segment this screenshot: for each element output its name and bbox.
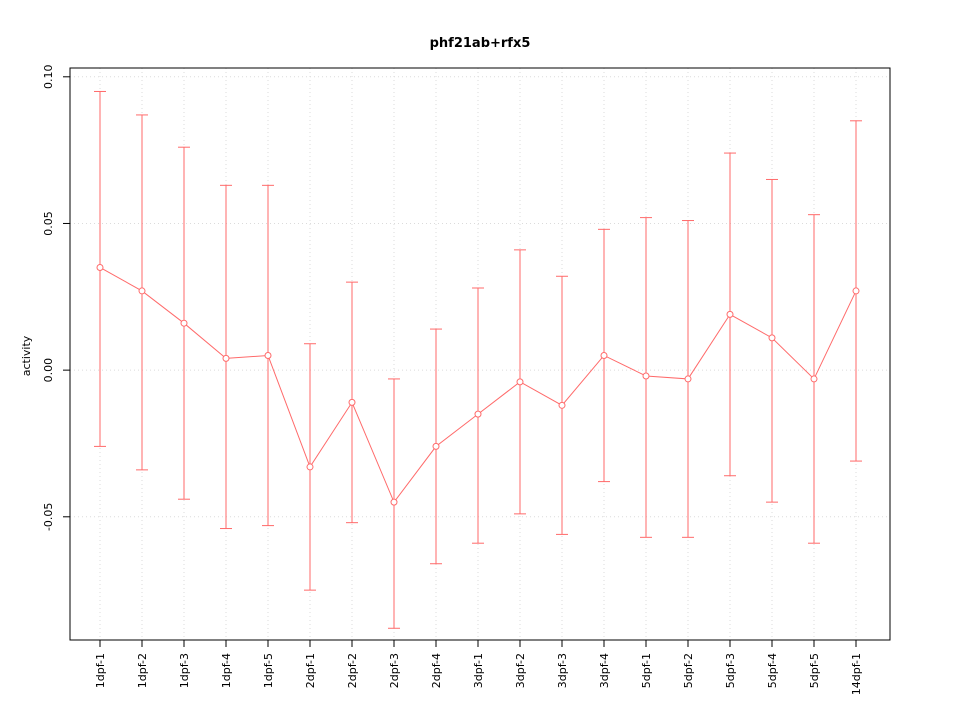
svg-text:5dpf-4: 5dpf-4	[766, 653, 779, 688]
svg-text:3dpf-2: 3dpf-2	[514, 653, 527, 688]
svg-text:-0.05: -0.05	[42, 503, 55, 531]
svg-text:1dpf-5: 1dpf-5	[262, 653, 275, 688]
svg-text:2dpf-1: 2dpf-1	[304, 653, 317, 688]
svg-text:1dpf-2: 1dpf-2	[136, 653, 149, 688]
svg-text:0.10: 0.10	[42, 65, 55, 90]
svg-text:1dpf-4: 1dpf-4	[220, 653, 233, 688]
chart-title: phf21ab+rfx5	[429, 36, 531, 51]
svg-text:3dpf-3: 3dpf-3	[556, 653, 569, 688]
svg-text:5dpf-5: 5dpf-5	[808, 653, 821, 688]
svg-text:3dpf-1: 3dpf-1	[472, 653, 485, 688]
svg-text:3dpf-4: 3dpf-4	[598, 653, 611, 688]
svg-text:5dpf-1: 5dpf-1	[640, 653, 653, 688]
svg-text:2dpf-2: 2dpf-2	[346, 653, 359, 688]
svg-text:2dpf-4: 2dpf-4	[430, 653, 443, 688]
svg-text:5dpf-3: 5dpf-3	[724, 653, 737, 688]
svg-text:1dpf-3: 1dpf-3	[178, 653, 191, 688]
svg-text:2dpf-3: 2dpf-3	[388, 653, 401, 688]
svg-text:14dpf-1: 14dpf-1	[850, 653, 863, 695]
svg-text:0.00: 0.00	[42, 358, 55, 383]
svg-text:1dpf-1: 1dpf-1	[94, 653, 107, 688]
svg-text:5dpf-2: 5dpf-2	[682, 653, 695, 688]
svg-text:0.05: 0.05	[42, 211, 55, 236]
